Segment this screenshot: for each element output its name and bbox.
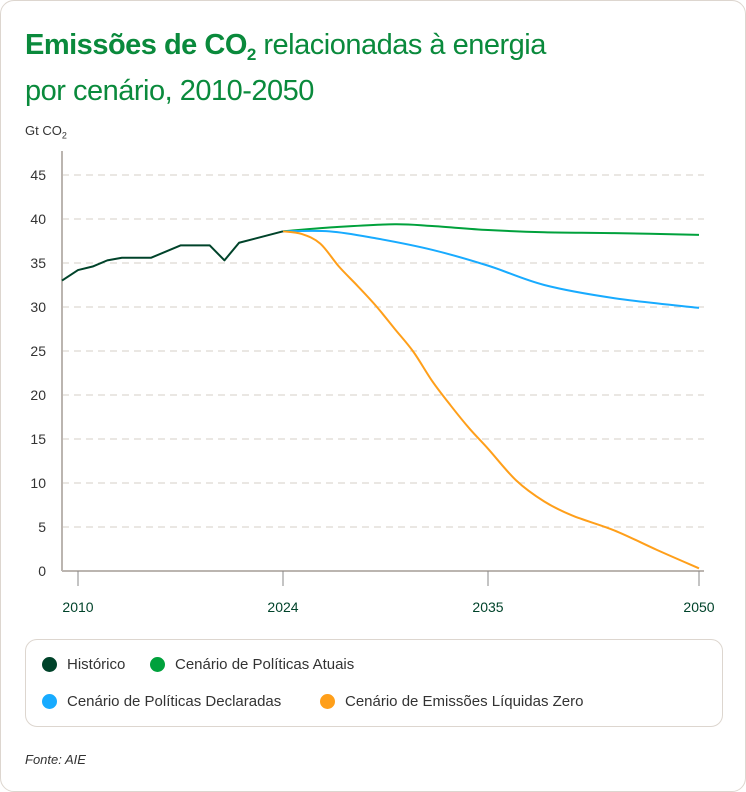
chart-title: Emissões de CO2 relacionadas à energia p… <box>25 27 546 109</box>
y-tick-label: 40 <box>30 211 46 227</box>
y-tick-label: 20 <box>30 387 46 403</box>
x-tick-label: 2050 <box>683 599 714 615</box>
legend: Histórico Cenário de Políticas Atuais Ce… <box>25 639 723 727</box>
legend-item-historico: Histórico <box>42 656 125 673</box>
legend-item-emissoes-liquidas-zero: Cenário de Emissões Líquidas Zero <box>320 693 583 710</box>
legend-label: Cenário de Emissões Líquidas Zero <box>345 693 584 710</box>
x-tick-label: 2010 <box>62 599 93 615</box>
unit-sub: 2 <box>61 130 67 141</box>
legend-label: Cenário de Políticas Declaradas <box>67 693 282 710</box>
legend-dot <box>42 657 57 672</box>
legend-item-politicas-atuais: Cenário de Políticas Atuais <box>150 656 354 673</box>
title-line2: por cenário, 2010-2050 <box>25 75 314 107</box>
series-line-0 <box>61 230 284 282</box>
y-tick-label: 10 <box>30 475 46 491</box>
y-tick-label: 0 <box>38 563 46 579</box>
x-tick-label: 2035 <box>472 599 503 615</box>
y-tick-label: 45 <box>30 167 46 183</box>
title-rest: relacionadas à energia <box>255 29 546 61</box>
unit-text: Gt CO <box>25 123 62 138</box>
y-tick-label: 35 <box>30 255 46 271</box>
y-axis-unit: Gt CO2 <box>25 123 67 141</box>
x-tick-label: 2024 <box>267 599 298 615</box>
title-subscript: 2 <box>246 45 256 64</box>
legend-dot <box>150 657 165 672</box>
legend-item-politicas-declaradas: Cenário de Políticas Declaradas <box>42 693 281 710</box>
legend-label: Cenário de Políticas Atuais <box>175 656 355 673</box>
y-tick-label: 25 <box>30 343 46 359</box>
y-tick-label: 5 <box>38 519 46 535</box>
legend-dot <box>320 694 335 709</box>
title-bold: Emissões de CO <box>25 29 247 61</box>
series-line-2 <box>282 229 700 309</box>
y-tick-label: 15 <box>30 431 46 447</box>
series-line-1 <box>282 223 700 236</box>
y-tick-label: 30 <box>30 299 46 315</box>
legend-label: Histórico <box>67 656 126 673</box>
line-chart: 0 5 10 15 20 25 30 35 40 45 2010 2024 2035 2050 <box>30 151 715 615</box>
source-note: Fonte: AIE <box>25 752 86 767</box>
legend-dot <box>42 694 57 709</box>
series-line-3 <box>282 230 700 570</box>
